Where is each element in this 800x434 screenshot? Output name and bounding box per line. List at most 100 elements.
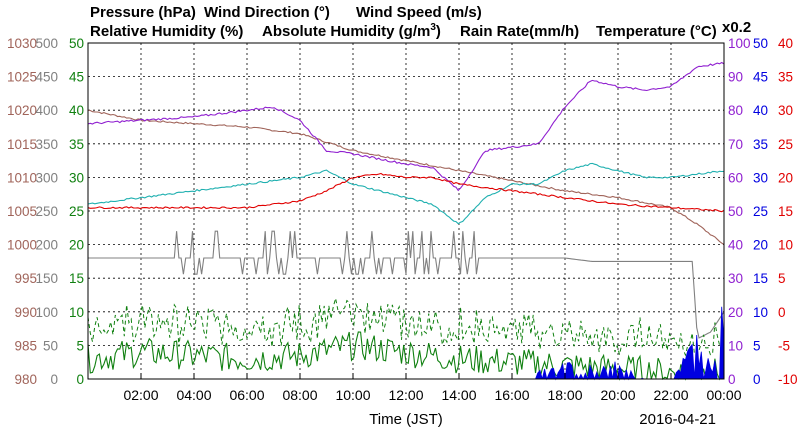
legend-wind-direction: Wind Direction (°) — [204, 4, 330, 21]
y-tick-pressure: 1000 — [7, 238, 37, 253]
y-tick-wind-speed: 15 — [69, 271, 84, 286]
series-pressure-hpa — [87, 109, 725, 245]
x-tick-label: 18:00 — [547, 387, 582, 403]
y-tick-rain-rate: 50 — [753, 36, 768, 51]
y-tick-pressure: 1020 — [7, 103, 37, 118]
y-axes: 9809859909951000100510101015102010251030… — [7, 36, 798, 387]
y-tick-rain-rate: 25 — [753, 204, 768, 219]
y-tick-pressure: 1015 — [7, 137, 37, 152]
y-tick-rain-rate: 5 — [753, 338, 761, 353]
x-tick-label: 14:00 — [441, 387, 476, 403]
y-tick-rain-rate: 15 — [753, 271, 768, 286]
x-tick-label: 04:00 — [176, 387, 211, 403]
x-tick-label: 12:00 — [388, 387, 423, 403]
y-tick-rain-rate: 30 — [753, 170, 768, 185]
legend-absolute-humidity-sup: 3 — [430, 22, 436, 33]
y-tick-wind-direction: 50 — [43, 338, 58, 353]
y-tick-temperature: 20 — [778, 170, 793, 185]
x-axis-label: Time (JST) — [369, 411, 443, 428]
y-tick-humidity: 50 — [728, 204, 743, 219]
y-tick-humidity: 60 — [728, 170, 743, 185]
chart-date: 2016-04-21 — [639, 411, 716, 428]
y-tick-humidity: 0 — [728, 372, 736, 387]
y-tick-pressure: 1030 — [7, 36, 37, 51]
series-layer — [87, 61, 725, 381]
y-tick-temperature: -5 — [778, 338, 790, 353]
y-tick-pressure: 990 — [14, 305, 37, 320]
y-tick-wind-direction: 150 — [35, 271, 58, 286]
y-tick-wind-speed: 25 — [69, 204, 84, 219]
series-wind-direction — [88, 230, 725, 339]
y-tick-pressure: 1025 — [7, 70, 37, 85]
y-tick-pressure: 1005 — [7, 204, 37, 219]
y-tick-temperature: 40 — [778, 36, 793, 51]
y-tick-wind-direction: 400 — [35, 103, 58, 118]
y-tick-humidity: 90 — [728, 70, 743, 85]
y-tick-humidity: 80 — [728, 103, 743, 118]
y-tick-pressure: 995 — [14, 271, 37, 286]
x-tick-label: 02:00 — [123, 387, 158, 403]
y-tick-wind-direction: 450 — [35, 70, 58, 85]
series-temperature-c — [87, 172, 725, 213]
y-tick-humidity: 30 — [728, 271, 743, 286]
y-tick-rain-rate: 10 — [753, 305, 768, 320]
x-tick-label: 22:00 — [653, 387, 688, 403]
legend-relative-humidity: Relative Humidity (%) — [90, 23, 243, 40]
y-tick-rain-rate: 45 — [753, 70, 768, 85]
y-tick-humidity: 20 — [728, 305, 743, 320]
plot-frame — [87, 42, 725, 380]
y-tick-wind-speed: 35 — [69, 137, 84, 152]
legend-absolute-humidity-text: Absolute Humidity (g/m — [262, 23, 430, 40]
y-tick-temperature: 15 — [778, 204, 793, 219]
y-tick-humidity: 100 — [728, 36, 751, 51]
y-tick-pressure: 985 — [14, 338, 37, 353]
x-tick-label: 16:00 — [494, 387, 529, 403]
y-tick-pressure: 1010 — [7, 170, 37, 185]
x-tick-label: 06:00 — [229, 387, 264, 403]
y-tick-wind-direction: 300 — [35, 170, 58, 185]
y-tick-temperature: 30 — [778, 103, 793, 118]
y-tick-temperature: 35 — [778, 70, 793, 85]
series-absolute-humidity — [87, 162, 725, 225]
y-tick-wind-speed: 10 — [69, 305, 84, 320]
y-tick-wind-speed: 0 — [76, 372, 84, 387]
y-tick-wind-speed: 40 — [69, 103, 84, 118]
y-tick-wind-speed: 30 — [69, 170, 84, 185]
y-tick-wind-direction: 500 — [35, 36, 58, 51]
legend-absolute-humidity-close: ) — [436, 23, 441, 40]
y-tick-wind-direction: 100 — [35, 305, 58, 320]
legend-scale-note: x0.2 — [722, 19, 751, 36]
y-tick-wind-speed: 50 — [69, 36, 84, 51]
y-tick-rain-rate: 20 — [753, 238, 768, 253]
legend-absolute-humidity: Absolute Humidity (g/m3) — [262, 22, 441, 40]
y-tick-temperature: 5 — [778, 271, 786, 286]
y-tick-pressure: 980 — [14, 372, 37, 387]
legend-wind-speed: Wind Speed (m/s) — [356, 4, 482, 21]
y-tick-rain-rate: 40 — [753, 103, 768, 118]
x-tick-label: 20:00 — [600, 387, 635, 403]
y-tick-wind-speed: 5 — [76, 338, 84, 353]
y-tick-rain-rate: 35 — [753, 137, 768, 152]
x-axis: 02:00 04:00 06:00 08:00 10:00 12:00 14:00 16:00… — [123, 373, 742, 403]
legend-pressure: Pressure (hPa) — [90, 4, 196, 21]
series-relative-humidity — [87, 61, 725, 192]
y-tick-wind-direction: 350 — [35, 137, 58, 152]
y-tick-wind-direction: 0 — [50, 372, 58, 387]
y-tick-temperature: 0 — [778, 305, 786, 320]
y-tick-temperature: 10 — [778, 238, 793, 253]
legend-temperature: Temperature (°C) — [596, 23, 717, 40]
y-tick-wind-direction: 200 — [35, 238, 58, 253]
series-wind-gust — [87, 298, 725, 357]
y-tick-temperature: -10 — [778, 372, 798, 387]
x-tick-label: 00:00 — [706, 387, 741, 403]
y-tick-rain-rate: 0 — [753, 372, 761, 387]
y-tick-wind-speed: 45 — [69, 70, 84, 85]
legend-rain-rate: Rain Rate(mm/h) — [460, 23, 579, 40]
y-tick-humidity: 10 — [728, 338, 743, 353]
y-tick-humidity: 40 — [728, 238, 743, 253]
y-tick-wind-direction: 250 — [35, 204, 58, 219]
y-tick-wind-speed: 20 — [69, 238, 84, 253]
grid — [88, 43, 724, 379]
